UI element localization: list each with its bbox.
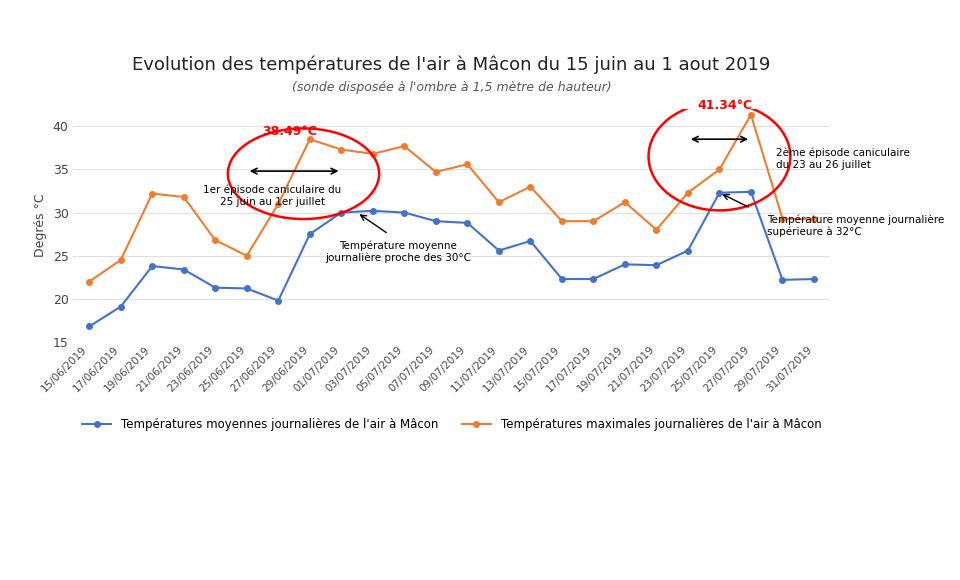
Températures maximales journalières de l'air à Mâcon (713, 166, 725, 173)
Text: 38.49°C: 38.49°C (262, 125, 318, 138)
Températures maximales journalières de l'air à Mâcon (430, 169, 442, 176)
Températures moyennes journalières de l'air à Mâcon (745, 188, 756, 195)
Text: (sonde disposée à l'ombre à 1,5 mètre de hauteur): (sonde disposée à l'ombre à 1,5 mètre de… (292, 81, 612, 94)
Températures moyennes journalières de l'air à Mâcon (273, 297, 284, 304)
Y-axis label: Degrés °C: Degrés °C (35, 194, 47, 258)
Températures moyennes journalières de l'air à Mâcon (556, 276, 567, 282)
Températures moyennes journalières de l'air à Mâcon (588, 276, 599, 282)
Températures moyennes journalières de l'air à Mâcon (493, 247, 505, 254)
Températures maximales journalières de l'air à Mâcon (683, 189, 694, 196)
Températures maximales journalières de l'air à Mâcon (745, 111, 756, 118)
Températures maximales journalières de l'air à Mâcon (398, 143, 410, 150)
Températures moyennes journalières de l'air à Mâcon (398, 209, 410, 216)
Températures maximales journalières de l'air à Mâcon (493, 199, 505, 206)
Températures maximales journalières de l'air à Mâcon (462, 161, 473, 168)
Températures moyennes journalières de l'air à Mâcon (241, 285, 252, 292)
Températures moyennes journalières de l'air à Mâcon (777, 277, 788, 284)
Températures moyennes journalières de l'air à Mâcon (683, 247, 694, 254)
Températures maximales journalières de l'air à Mâcon (84, 278, 95, 285)
Températures maximales journalières de l'air à Mâcon (808, 216, 820, 223)
Text: 1er épisode caniculaire du
25 juin au 1er juillet: 1er épisode caniculaire du 25 juin au 1e… (203, 185, 341, 207)
Températures moyennes journalières de l'air à Mâcon (619, 261, 631, 268)
Températures maximales journalières de l'air à Mâcon (241, 252, 252, 259)
Températures moyennes journalières de l'air à Mâcon (209, 284, 221, 291)
Températures maximales journalières de l'air à Mâcon (147, 190, 158, 197)
Températures maximales journalières de l'air à Mâcon (209, 237, 221, 244)
Title: Evolution des températures de l'air à Mâcon du 15 juin au 1 aout 2019: Evolution des températures de l'air à Mâ… (132, 56, 771, 74)
Températures moyennes journalières de l'air à Mâcon (178, 266, 189, 273)
Températures maximales journalières de l'air à Mâcon (651, 226, 662, 233)
Line: Températures maximales journalières de l'air à Mâcon: Températures maximales journalières de l… (86, 112, 817, 284)
Températures moyennes journalières de l'air à Mâcon (115, 303, 127, 310)
Températures moyennes journalières de l'air à Mâcon (808, 276, 820, 282)
Températures moyennes journalières de l'air à Mâcon (524, 238, 536, 245)
Text: 41.34°C: 41.34°C (697, 99, 753, 112)
Line: Températures moyennes journalières de l'air à Mâcon: Températures moyennes journalières de l'… (86, 189, 817, 329)
Températures moyennes journalières de l'air à Mâcon (336, 209, 348, 216)
Températures maximales journalières de l'air à Mâcon (777, 215, 788, 222)
Températures moyennes journalières de l'air à Mâcon (147, 263, 158, 270)
Températures maximales journalières de l'air à Mâcon (619, 199, 631, 206)
Températures moyennes journalières de l'air à Mâcon (713, 189, 725, 196)
Températures maximales journalières de l'air à Mâcon (115, 256, 127, 263)
Températures moyennes journalières de l'air à Mâcon (651, 262, 662, 269)
Text: Température moyenne
journalière proche des 30°C: Température moyenne journalière proche d… (325, 240, 471, 263)
Températures moyennes journalières de l'air à Mâcon (430, 218, 442, 224)
Text: 2ème épisode caniculaire
du 23 au 26 juillet: 2ème épisode caniculaire du 23 au 26 jui… (777, 148, 910, 170)
Températures maximales journalières de l'air à Mâcon (556, 218, 567, 224)
Températures moyennes journalières de l'air à Mâcon (462, 219, 473, 226)
Températures maximales journalières de l'air à Mâcon (367, 150, 378, 157)
Températures maximales journalières de l'air à Mâcon (304, 136, 316, 143)
Températures moyennes journalières de l'air à Mâcon (84, 323, 95, 330)
Températures maximales journalières de l'air à Mâcon (336, 146, 348, 153)
Températures maximales journalières de l'air à Mâcon (178, 194, 189, 201)
Legend: Températures moyennes journalières de l'air à Mâcon, Températures maximales jour: Températures moyennes journalières de l'… (77, 413, 827, 436)
Text: Température moyenne journalière
supérieure à 32°C: Température moyenne journalière supérieu… (767, 214, 944, 237)
Températures moyennes journalières de l'air à Mâcon (304, 231, 316, 238)
Températures maximales journalières de l'air à Mâcon (524, 183, 536, 190)
Températures moyennes journalières de l'air à Mâcon (367, 207, 378, 214)
Températures maximales journalières de l'air à Mâcon (588, 218, 599, 224)
Températures maximales journalières de l'air à Mâcon (273, 201, 284, 208)
